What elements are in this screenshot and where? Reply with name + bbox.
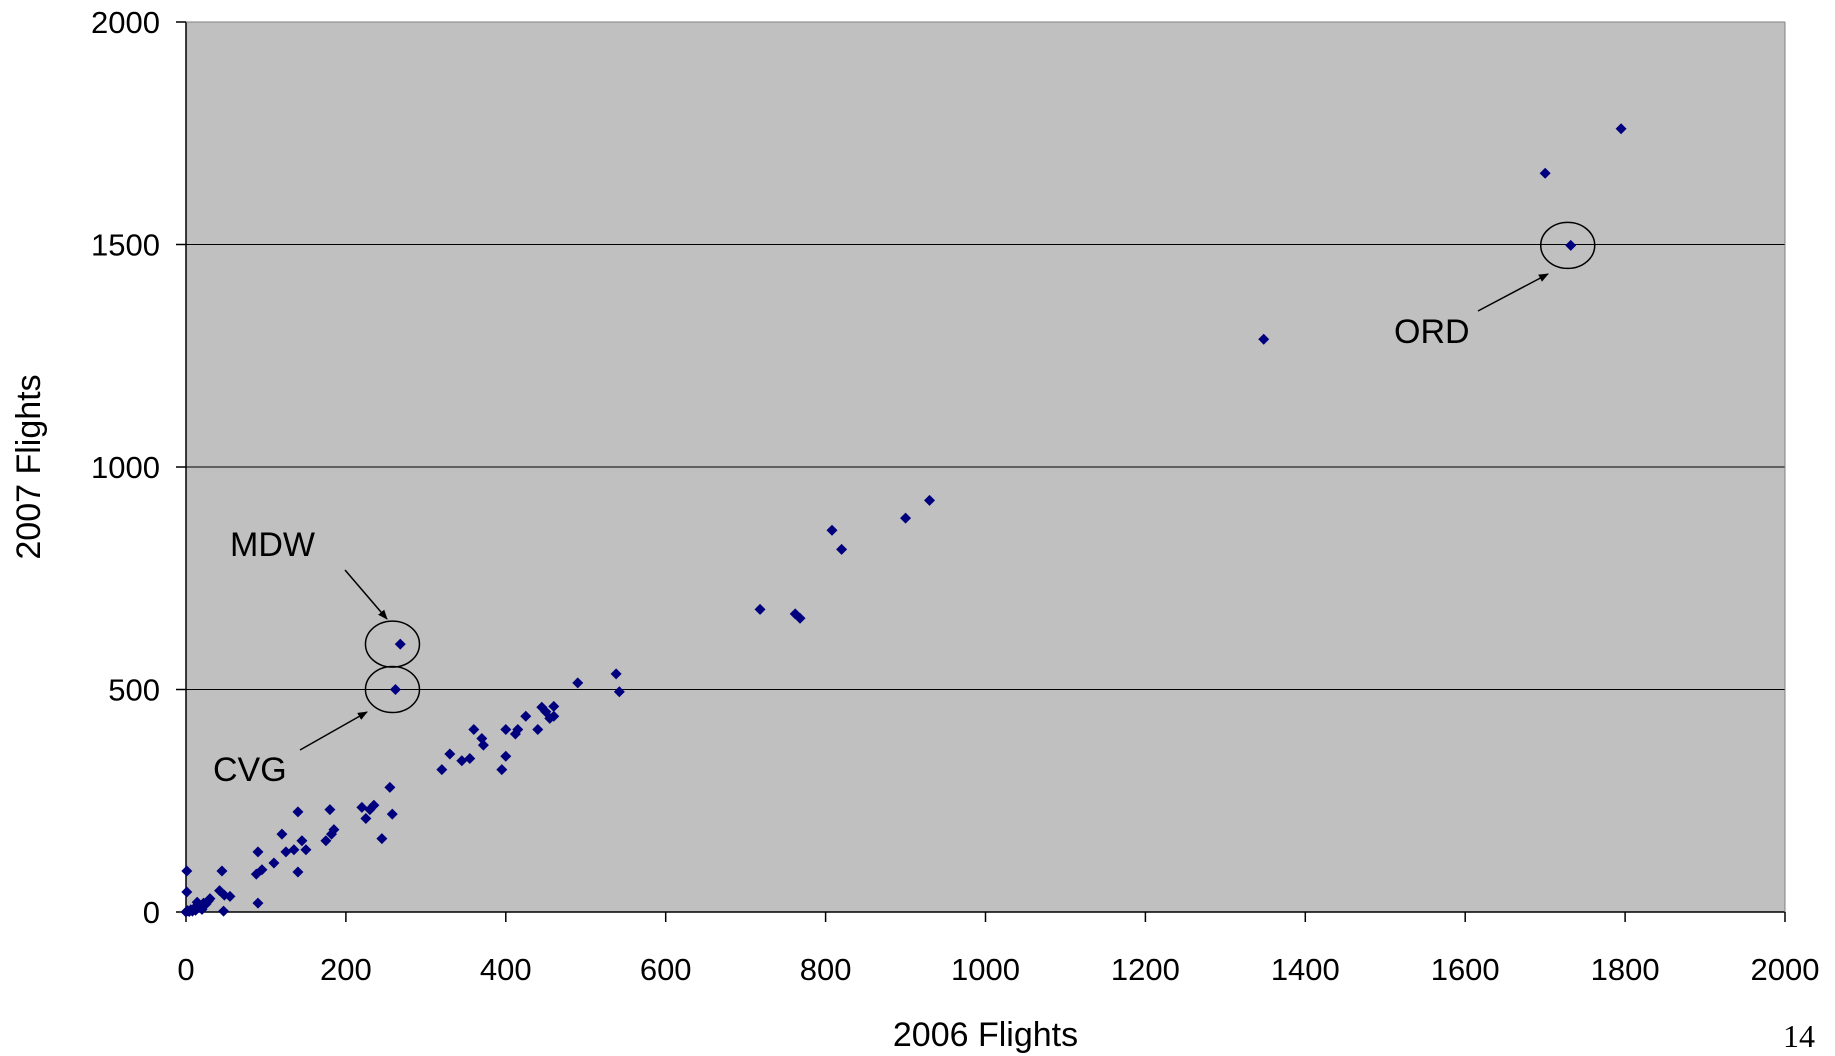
x-tick-label-0: 0	[177, 952, 194, 987]
x-tick-label-800: 800	[800, 952, 852, 987]
x-tick-label-400: 400	[480, 952, 532, 987]
y-tick-label-2000: 2000	[91, 5, 160, 40]
y-tick-label-1000: 1000	[91, 450, 160, 485]
x-tick-label-1800: 1800	[1591, 952, 1660, 987]
x-axis-title: 2006 Flights	[893, 1016, 1078, 1054]
x-tick-label-1400: 1400	[1271, 952, 1340, 987]
annotation-label-ord: ORD	[1394, 313, 1470, 351]
x-tick-label-600: 600	[640, 952, 692, 987]
x-tick-label-2000: 2000	[1751, 952, 1820, 987]
x-tick-labels: 0 200 400 600 800 1000 1200 1400 1600 1800 2000	[177, 952, 1819, 987]
x-tick-label-200: 200	[320, 952, 372, 987]
x-tick-label-1200: 1200	[1111, 952, 1180, 987]
x-tick-label-1600: 1600	[1431, 952, 1500, 987]
x-tick-label-1000: 1000	[951, 952, 1020, 987]
y-tick-label-1500: 1500	[91, 228, 160, 263]
y-tick-label-0: 0	[143, 895, 160, 930]
y-tick-label-500: 500	[108, 673, 160, 708]
page-number: 14	[1783, 1018, 1815, 1055]
y-tick-labels: 0 500 1000 1500 2000	[91, 5, 160, 930]
annotation-label-mdw: MDW	[230, 526, 315, 564]
y-axis-title: 2007 Flights	[10, 374, 48, 559]
annotation-label-cvg: CVG	[213, 751, 287, 789]
